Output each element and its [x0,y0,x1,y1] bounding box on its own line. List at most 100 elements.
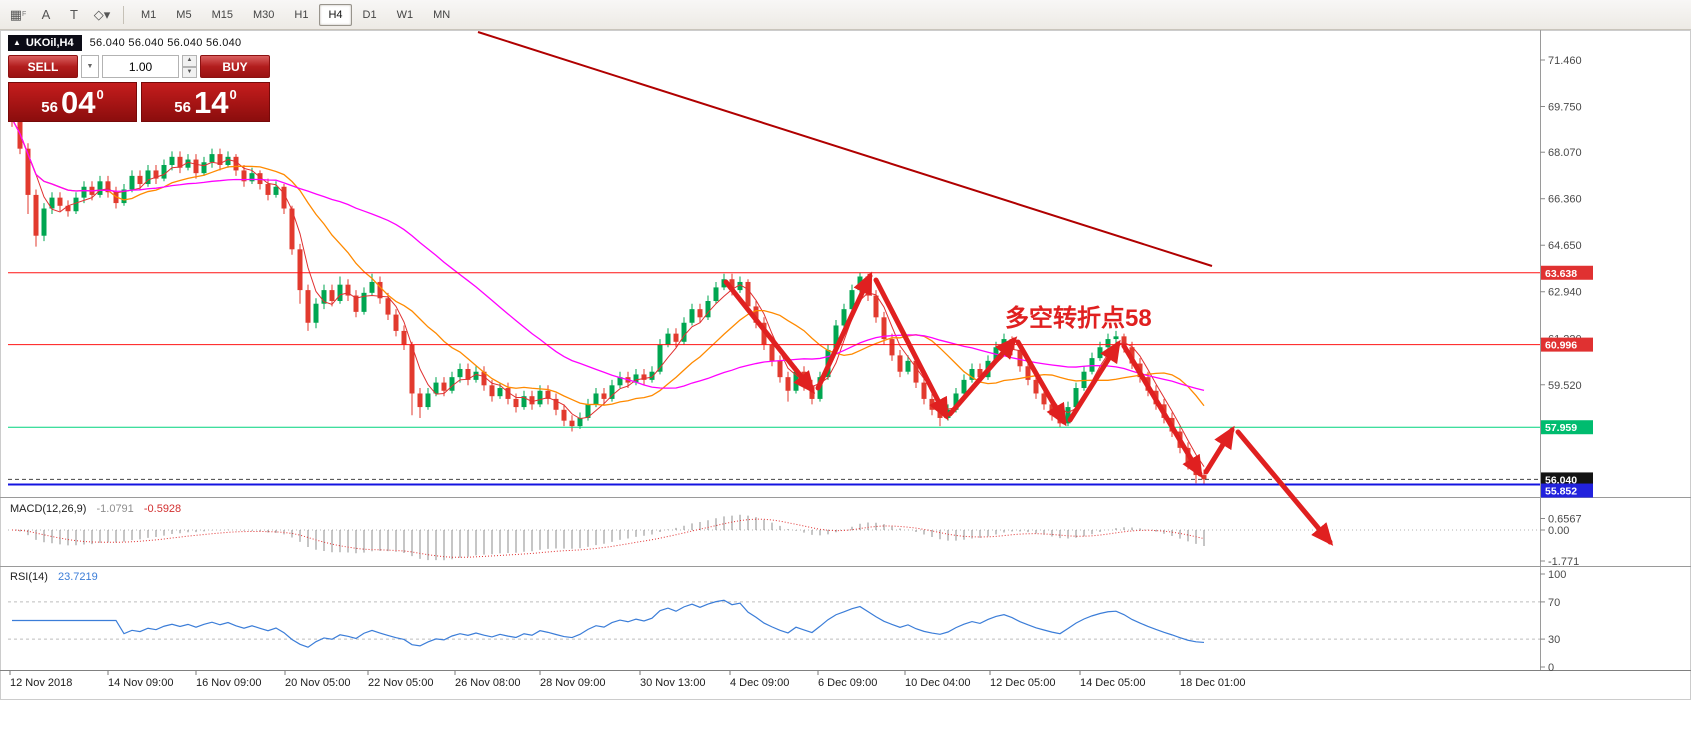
trend-arrow[interactable] [1121,343,1203,479]
ask-price-big: 14 [193,84,229,120]
chart-area[interactable]: 71.46069.75068.07066.36064.65062.94061.2… [0,30,1691,750]
candle-body [753,306,759,323]
bid-price-display[interactable]: 56 04 0 [8,82,137,122]
toolbar: ▦ F A T ◇▾ M1 M5 M15 M30 H1 H4 D1 W1 MN [0,0,1691,30]
candle-body [1065,407,1071,424]
candle-body [881,317,887,340]
timeframe-d1[interactable]: D1 [362,8,377,21]
rsi-axis-label: 70 [1548,597,1560,609]
candle-body [377,281,383,299]
candle-body [441,382,447,391]
timeframe-h4[interactable]: H4 [319,3,352,26]
volume-input[interactable] [102,55,179,78]
trend-arrow[interactable] [1235,429,1334,546]
candle-body [969,368,975,380]
candle-body [633,374,639,383]
candle-body [457,368,463,378]
candle-body [345,284,351,296]
candle-body [729,279,735,291]
candle-body [113,192,119,204]
rsi-axis-label: 30 [1548,634,1560,646]
candle-body [553,398,559,410]
price-axis-label: 59.520 [1548,380,1582,392]
timeframe-m1[interactable]: M1 [141,8,157,21]
candle-body [705,300,711,318]
candle-body [617,377,623,386]
macd-axis-label: 0.6567 [1548,514,1582,526]
time-scale[interactable] [0,670,1691,700]
volume-dropdown[interactable]: ▼ [81,55,99,78]
grid-icon[interactable]: ▦ F [9,6,27,22]
trend-arrows [723,271,1334,546]
sell-button[interactable]: SELL [8,55,78,78]
macd-title: MACD(12,26,9) [10,503,87,515]
price-axis-label: 68.070 [1548,147,1582,159]
candle-body [1025,366,1031,380]
candle-body [777,360,783,378]
candle-body [873,295,879,318]
candle-body [49,197,55,209]
text-tool-icon[interactable]: T [70,6,78,22]
candle-body [425,393,431,408]
candle-body [849,290,855,310]
timeframe-m5[interactable]: M5 [176,8,192,21]
candle-body [185,159,191,168]
time-axis-label: 20 Nov 05:00 [285,677,350,689]
bid-price-big: 04 [60,84,96,120]
trend-arrow[interactable] [1015,339,1067,427]
candle-body [217,154,223,165]
candle-body [609,385,615,399]
trend-arrow[interactable] [873,277,949,421]
price-badge [1541,420,1593,435]
rsi-value: 23.7219 [57,571,98,583]
timeframe-toolbar: M1 M5 M15 M30 H1 H4 D1 W1 MN [131,3,460,26]
descending-trendline[interactable] [477,31,1213,267]
chevron-down-icon: ▼ [86,63,94,70]
macd-signal-line [11,518,1205,558]
trend-arrow[interactable] [1203,425,1235,475]
candle-body [569,420,575,427]
buy-button[interactable]: BUY [200,55,270,78]
collapse-arrow-icon[interactable]: ▲ [13,38,21,47]
candle-body [649,371,655,380]
symbol-tag[interactable]: ▲ UKOil,H4 [8,35,82,51]
candle-body [833,325,839,350]
candle-body [1121,336,1127,348]
ask-price-small: 56 [174,98,191,116]
timeframe-h1[interactable]: H1 [294,8,309,21]
timeframe-m30[interactable]: M30 [252,8,275,21]
drawing-tools: ▦ F A T ◇▾ [4,2,116,27]
price-scale[interactable] [1540,30,1691,670]
ask-price-display[interactable]: 56 14 0 [141,82,270,122]
candle-body [81,186,87,198]
trend-arrow[interactable] [815,271,873,391]
trend-arrow[interactable] [1067,339,1121,423]
trend-arrow[interactable] [723,279,816,394]
chart-border [0,30,1691,700]
price-badge [1541,337,1593,352]
timeframe-mn[interactable]: MN [433,8,451,21]
candle-body [265,184,271,195]
trend-arrow[interactable] [947,336,1018,417]
text-label-icon[interactable]: A [41,6,51,22]
candle-body [737,281,743,291]
shapes-dropdown-icon[interactable]: ◇▾ [93,6,111,22]
candle-body [585,404,591,418]
candle-body [41,208,47,236]
timeframe-w1[interactable]: W1 [396,8,414,21]
time-axis-label: 14 Dec 05:00 [1080,677,1145,689]
candle-body [505,388,511,399]
stepper-up-icon[interactable]: ▲ [182,55,197,67]
ma-4-line [11,118,1205,467]
candle-body [57,197,63,206]
candle-body [337,284,343,301]
candle-body [1073,388,1079,408]
candle-body [145,170,151,185]
annotation-text[interactable]: 多空转折点58 [1005,304,1152,332]
candle-body [177,156,183,168]
stepper-down-icon[interactable]: ▼ [182,66,197,78]
ma-13-line [11,118,1205,407]
candle-body [305,290,311,323]
timeframe-m15[interactable]: M15 [211,8,233,21]
chart-workspace: 71.46069.75068.07066.36064.65062.94061.2… [0,30,1691,750]
